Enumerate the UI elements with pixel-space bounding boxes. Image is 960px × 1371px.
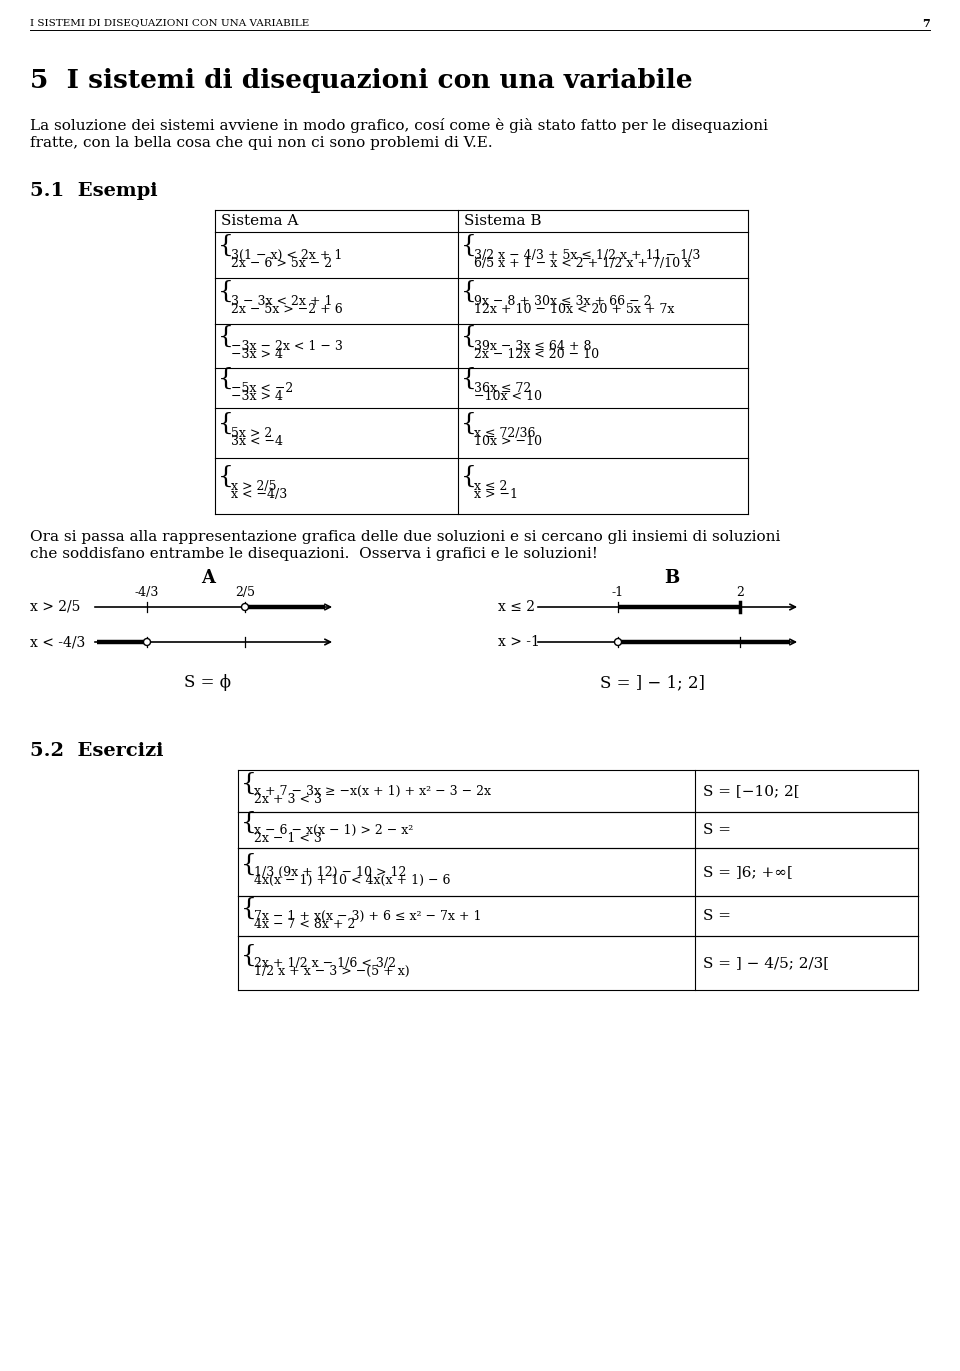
Text: 2x − 5x > −2 + 6: 2x − 5x > −2 + 6 — [231, 303, 343, 315]
Text: I SISTEMI DI DISEQUAZIONI CON UNA VARIABILE: I SISTEMI DI DISEQUAZIONI CON UNA VARIAB… — [30, 18, 309, 27]
Text: 2x − 12x < 20 − 10: 2x − 12x < 20 − 10 — [474, 348, 599, 361]
Text: che soddisfano entrambe le disequazioni.  Osserva i grafici e le soluzioni!: che soddisfano entrambe le disequazioni.… — [30, 547, 598, 561]
Text: 3/2 x − 4/3 + 5x ≤ 1/2 x + 11 − 1/3: 3/2 x − 4/3 + 5x ≤ 1/2 x + 11 − 1/3 — [474, 250, 701, 262]
Circle shape — [143, 639, 151, 646]
Text: 3(1 − x) < 2x + 1: 3(1 − x) < 2x + 1 — [231, 250, 343, 262]
Text: 5.2  Esercizi: 5.2 Esercizi — [30, 742, 163, 760]
Text: {: { — [241, 897, 257, 920]
Text: S =: S = — [703, 909, 731, 923]
Text: x ≤ 2: x ≤ 2 — [498, 600, 535, 614]
Text: 2x − 6 > 5x − 2: 2x − 6 > 5x − 2 — [231, 256, 332, 270]
Text: 1/2 x + x − 3 > −(5 + x): 1/2 x + x − 3 > −(5 + x) — [254, 965, 410, 978]
Text: x > −1: x > −1 — [474, 488, 518, 500]
Text: x + 7 − 3x ≥ −x(x + 1) + x² − 3 − 2x: x + 7 − 3x ≥ −x(x + 1) + x² − 3 − 2x — [254, 786, 491, 798]
Text: Sistema B: Sistema B — [464, 214, 541, 228]
Text: x > 2/5: x > 2/5 — [231, 480, 276, 494]
Text: 12x + 10 − 10x < 20 + 5x + 7x: 12x + 10 − 10x < 20 + 5x + 7x — [474, 303, 674, 315]
Text: S = ϕ: S = ϕ — [184, 675, 231, 691]
Text: 1/3 (9x + 12) − 10 > 12: 1/3 (9x + 12) − 10 > 12 — [254, 866, 406, 879]
Text: 7x − 1 + x(x − 3) + 6 ≤ x² − 7x + 1: 7x − 1 + x(x − 3) + 6 ≤ x² − 7x + 1 — [254, 910, 482, 923]
Text: −5x < −2: −5x < −2 — [231, 383, 293, 395]
Text: S =: S = — [703, 823, 731, 838]
Text: 5x > 2: 5x > 2 — [231, 426, 273, 440]
Text: S = ] − 1; 2]: S = ] − 1; 2] — [600, 675, 705, 691]
Text: {: { — [461, 366, 477, 389]
Circle shape — [614, 639, 621, 646]
Text: x < −4/3: x < −4/3 — [231, 488, 287, 500]
Text: {: { — [461, 465, 477, 488]
Text: x > -1: x > -1 — [498, 635, 540, 648]
Text: -1: -1 — [612, 585, 624, 599]
Text: −3x − 2x < 1 − 3: −3x − 2x < 1 − 3 — [231, 340, 343, 352]
Text: 4x − 7 < 8x + 2: 4x − 7 < 8x + 2 — [254, 919, 355, 931]
Text: A: A — [201, 569, 215, 587]
Text: 5.1  Esempi: 5.1 Esempi — [30, 182, 157, 200]
Text: {: { — [241, 943, 257, 967]
Text: 3 − 3x < 2x + 1: 3 − 3x < 2x + 1 — [231, 295, 332, 308]
Text: S = ]6; +∞[: S = ]6; +∞[ — [703, 865, 793, 879]
Text: 3x < −4: 3x < −4 — [231, 435, 283, 448]
Text: {: { — [218, 465, 234, 488]
Text: 2: 2 — [736, 585, 744, 599]
Text: 9x − 8 + 30x ≤ 3x + 66 − 2: 9x − 8 + 30x ≤ 3x + 66 − 2 — [474, 295, 652, 308]
Text: −3x > 4: −3x > 4 — [231, 348, 283, 361]
Circle shape — [242, 603, 249, 610]
Text: 4x(x − 1) + 10 < 4x(x + 1) − 6: 4x(x − 1) + 10 < 4x(x + 1) − 6 — [254, 873, 450, 887]
Text: 2/5: 2/5 — [235, 585, 255, 599]
Text: {: { — [218, 366, 234, 389]
Text: La soluzione dei sistemi avviene in modo grafico, cosí come è già stato fatto pe: La soluzione dei sistemi avviene in modo… — [30, 118, 768, 133]
Text: 36x ≤ 72: 36x ≤ 72 — [474, 383, 531, 395]
Text: B: B — [664, 569, 680, 587]
Text: 2x + 3 < 3: 2x + 3 < 3 — [254, 792, 322, 806]
Text: x − 6 − x(x − 1) > 2 − x²: x − 6 − x(x − 1) > 2 − x² — [254, 824, 413, 838]
Text: fratte, con la bella cosa che qui non ci sono problemi di V.E.: fratte, con la bella cosa che qui non ci… — [30, 136, 492, 149]
Text: {: { — [218, 325, 234, 347]
Text: 10x > −10: 10x > −10 — [474, 435, 542, 448]
Text: Ora si passa alla rappresentazione grafica delle due soluzioni e si cercano gli : Ora si passa alla rappresentazione grafi… — [30, 531, 780, 544]
Text: x ≤ 72/36: x ≤ 72/36 — [474, 426, 536, 440]
Text: {: { — [461, 411, 477, 435]
Text: 39x − 3x ≤ 64 + 8: 39x − 3x ≤ 64 + 8 — [474, 340, 591, 352]
Text: {: { — [461, 233, 477, 256]
Text: {: { — [241, 772, 257, 795]
Text: -4/3: -4/3 — [134, 585, 159, 599]
Text: 2x − 1 < 3: 2x − 1 < 3 — [254, 832, 322, 845]
Text: {: { — [218, 411, 234, 435]
Text: {: { — [461, 325, 477, 347]
Text: {: { — [218, 280, 234, 303]
Text: 5  I sistemi di disequazioni con una variabile: 5 I sistemi di disequazioni con una vari… — [30, 69, 692, 93]
Text: x > 2/5: x > 2/5 — [30, 600, 81, 614]
Text: S = ] − 4/5; 2/3[: S = ] − 4/5; 2/3[ — [703, 956, 829, 971]
Text: {: { — [218, 233, 234, 256]
Text: {: { — [241, 810, 257, 834]
Text: {: { — [241, 853, 257, 876]
Text: 2x + 1/2 x − 1/6 < 3/2: 2x + 1/2 x − 1/6 < 3/2 — [254, 957, 396, 971]
Text: x < -4/3: x < -4/3 — [30, 635, 85, 648]
Text: S = [−10; 2[: S = [−10; 2[ — [703, 784, 800, 798]
Text: 7: 7 — [923, 18, 930, 29]
Text: −3x > 4: −3x > 4 — [231, 389, 283, 403]
Text: {: { — [461, 280, 477, 303]
Text: Sistema A: Sistema A — [221, 214, 299, 228]
Text: x ≤ 2: x ≤ 2 — [474, 480, 508, 494]
Text: −10x < 10: −10x < 10 — [474, 389, 542, 403]
Text: 6/5 x + 1 − x < 2 + 1/2 x + 7/10 x: 6/5 x + 1 − x < 2 + 1/2 x + 7/10 x — [474, 256, 691, 270]
